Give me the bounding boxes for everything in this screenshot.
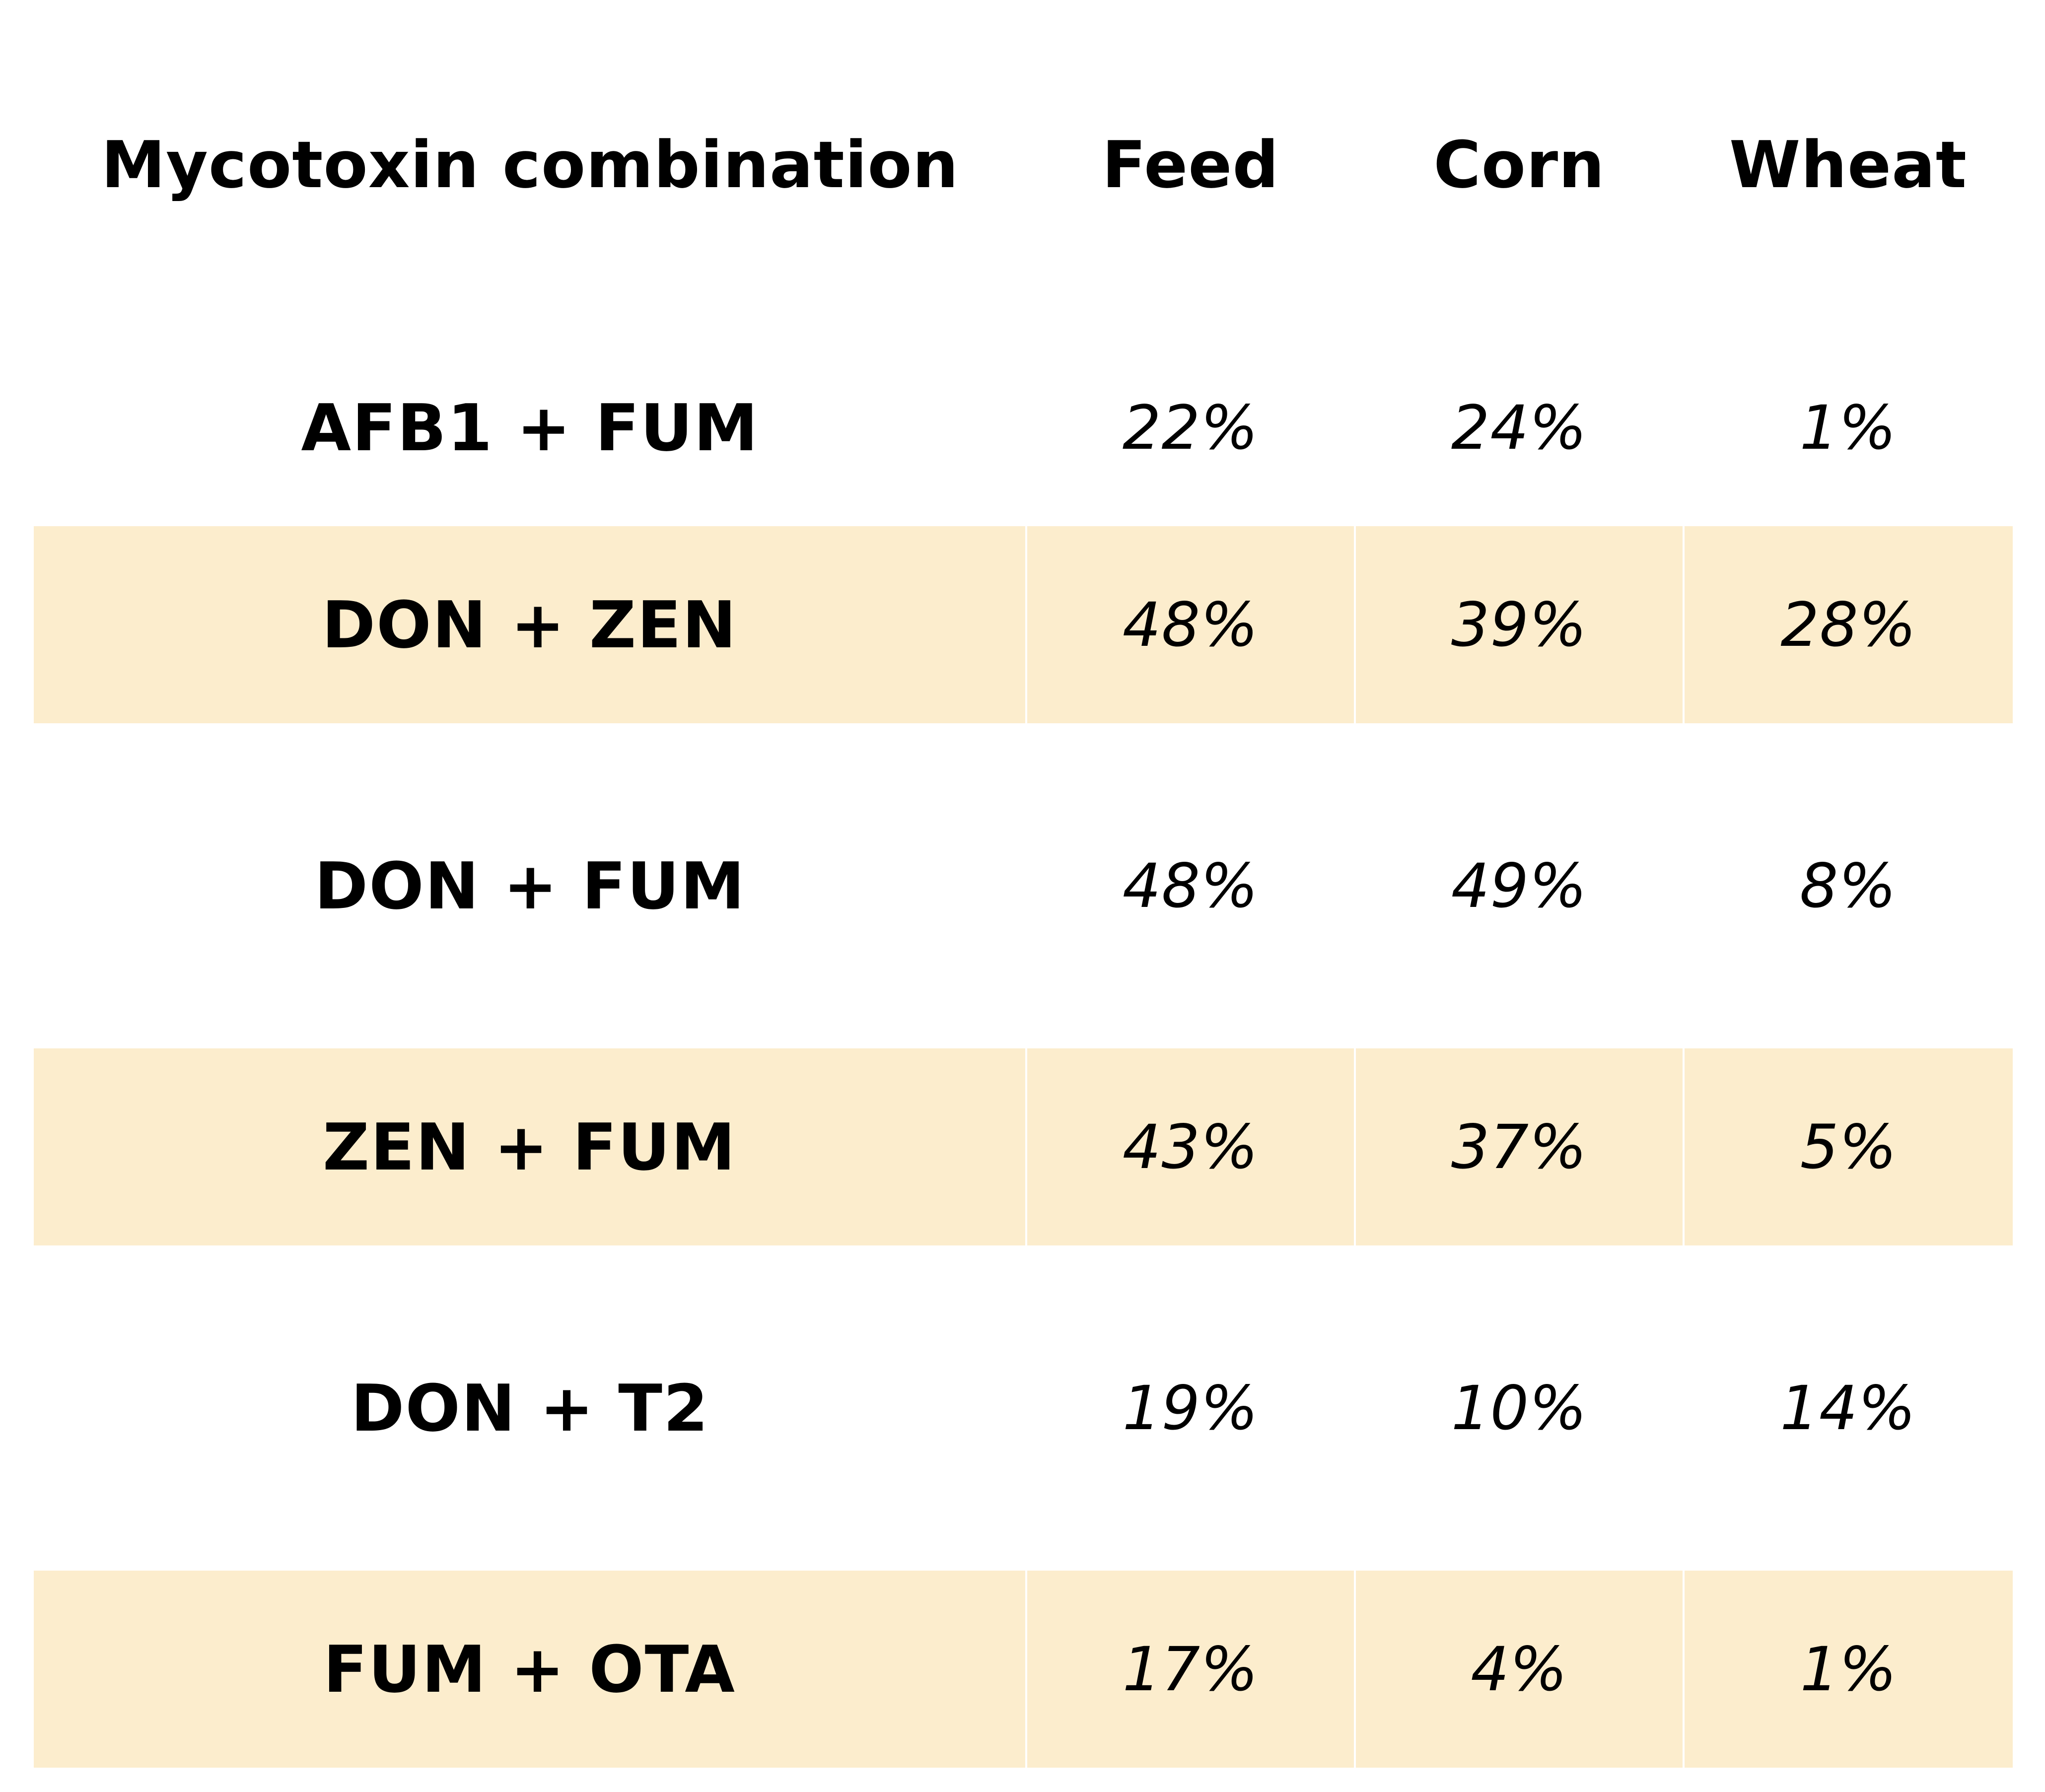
row-spacer (34, 984, 2013, 1048)
table-row: ZEN + FUM 43% 37% 5% (34, 1048, 2013, 1245)
feed-cell: 48% (1025, 526, 1355, 723)
feed-cell: 17% (1025, 1571, 1355, 1768)
header-wheat: Wheat (1729, 127, 1967, 203)
feed-cell: 48% (1122, 850, 1259, 921)
row-spacer (34, 1245, 2013, 1310)
corn-cell: 39% (1354, 526, 1684, 723)
combination-cell: DON + FUM (314, 848, 746, 924)
table-row: DON + ZEN 48% 39% 28% (34, 526, 2013, 723)
row-spacer (34, 1507, 2013, 1571)
combination-cell: DON + T2 (351, 1370, 709, 1446)
feed-cell: 19% (1122, 1373, 1259, 1444)
header-corn: Corn (1433, 127, 1605, 203)
table-row: FUM + OTA 17% 4% 1% (34, 1571, 2013, 1768)
corn-cell: 49% (1451, 850, 1588, 921)
corn-cell: 37% (1354, 1048, 1684, 1245)
row-spacer (34, 723, 2013, 787)
feed-cell: 22% (1122, 392, 1259, 463)
wheat-cell: 8% (1799, 850, 1897, 921)
table-row: AFB1 + FUM 22% 24% 1% (34, 329, 2013, 526)
combination-cell: ZEN + FUM (34, 1048, 1026, 1245)
feed-cell: 43% (1025, 1048, 1355, 1245)
mycotoxin-table-container: Mycotoxin combination Feed Corn Wheat AF… (34, 0, 2013, 1768)
table-header-row: Mycotoxin combination Feed Corn Wheat (34, 0, 2013, 329)
mycotoxin-table: Mycotoxin combination Feed Corn Wheat AF… (34, 0, 2013, 1768)
combination-cell: FUM + OTA (34, 1571, 1026, 1768)
corn-cell: 24% (1451, 392, 1588, 463)
corn-cell: 10% (1451, 1373, 1588, 1444)
combination-cell: AFB1 + FUM (301, 390, 759, 466)
header-feed: Feed (1102, 127, 1279, 203)
wheat-cell: 1% (1799, 392, 1897, 463)
wheat-cell: 28% (1683, 526, 2013, 723)
table-row: DON + FUM 48% 49% 8% (34, 787, 2013, 984)
combination-cell: DON + ZEN (34, 526, 1026, 723)
header-combination: Mycotoxin combination (101, 127, 959, 203)
wheat-cell: 1% (1683, 1571, 2013, 1768)
table-row: DON + T2 19% 10% 14% (34, 1310, 2013, 1507)
corn-cell: 4% (1354, 1571, 1684, 1768)
wheat-cell: 14% (1780, 1373, 1916, 1444)
wheat-cell: 5% (1683, 1048, 2013, 1245)
